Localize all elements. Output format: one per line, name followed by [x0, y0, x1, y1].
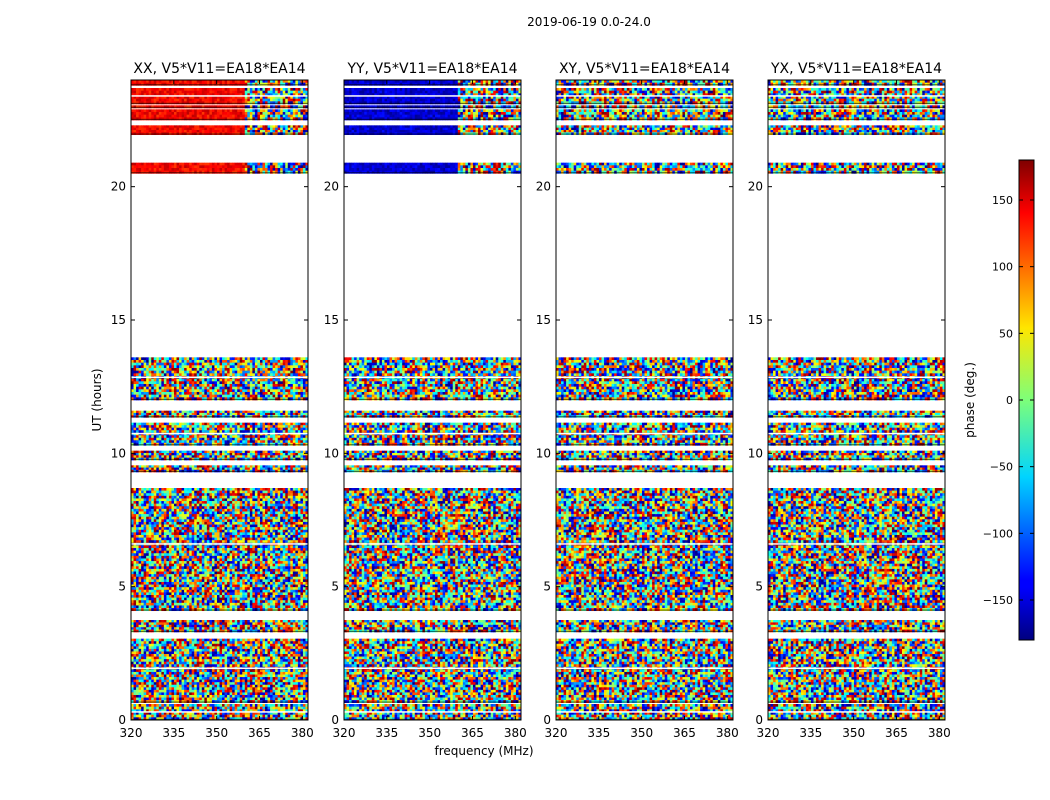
- panels-group: XX, V5*V11=EA18*EA14 320 335 350 365 380 0 5 10 1…: [111, 61, 951, 740]
- colorbar-tick-label: 100: [992, 261, 1013, 274]
- x-tick-label: 365: [461, 726, 484, 740]
- colorbar-label: phase (deg.): [963, 362, 977, 438]
- panel-title-xx: XX, V5*V11=EA18*EA14: [133, 61, 305, 77]
- y-tick-label: 15: [536, 313, 551, 327]
- y-tick-label: 10: [111, 446, 126, 460]
- y-axis-label: UT (hours): [90, 368, 104, 431]
- x-tick-label: 365: [248, 726, 271, 740]
- panel-title-yx: YX, V5*V11=EA18*EA14: [770, 61, 942, 77]
- panel-xy: XY, V5*V11=EA18*EA14 320 335 350 365 380 0 5 10 1…: [536, 61, 739, 740]
- y-tick-label: 10: [748, 446, 763, 460]
- colorbar-ticks: 150 100 50 0 −50 −100 −150: [983, 194, 1034, 607]
- x-tick-label: 380: [716, 726, 739, 740]
- x-axis-label: frequency (MHz): [434, 744, 533, 758]
- y-tick-label: 0: [118, 713, 126, 727]
- panel-title-xy: XY, V5*V11=EA18*EA14: [559, 61, 730, 77]
- x-tick-label: 380: [504, 726, 527, 740]
- colorbar-tick-label: 150: [992, 194, 1013, 207]
- y-tick-label: 5: [118, 580, 126, 594]
- x-tick-label: 380: [928, 726, 951, 740]
- y-tick-label: 5: [543, 580, 551, 594]
- phase-image: [768, 80, 945, 720]
- x-tick-label: 350: [205, 726, 228, 740]
- y-tick-label: 0: [755, 713, 763, 727]
- phase-image: [131, 80, 308, 720]
- y-tick-label: 0: [543, 713, 551, 727]
- y-tick-label: 5: [331, 580, 339, 594]
- y-tick-label: 5: [755, 580, 763, 594]
- x-tick-label: 335: [799, 726, 822, 740]
- figure-suptitle: 2019-06-19 0.0-24.0: [527, 15, 651, 29]
- colorbar-tick-label: −50: [990, 461, 1013, 474]
- x-tick-label: 350: [630, 726, 653, 740]
- y-tick-label: 15: [748, 313, 763, 327]
- y-tick-label: 10: [536, 446, 551, 460]
- x-tick-label: 320: [545, 726, 568, 740]
- colorbar-tick-label: 0: [1006, 394, 1013, 407]
- y-tick-label: 20: [111, 180, 126, 194]
- x-tick-label: 320: [333, 726, 356, 740]
- axes-frame: [555, 79, 734, 721]
- colorbar-tick-label: −100: [983, 527, 1013, 540]
- y-tick-label: 15: [111, 313, 126, 327]
- panel-yy: YY, V5*V11=EA18*EA14 320 335 350 365 380 0 5 10 1…: [324, 61, 527, 740]
- panel-xx: XX, V5*V11=EA18*EA14 320 335 350 365 380 0 5 10 1…: [111, 61, 314, 740]
- axes-frame: [130, 79, 309, 721]
- axes-frame: [343, 79, 522, 721]
- x-tick-label: 335: [375, 726, 398, 740]
- y-tick-label: 0: [331, 713, 339, 727]
- x-tick-label: 320: [120, 726, 143, 740]
- colorbar-tick-label: 50: [999, 327, 1013, 340]
- x-tick-label: 380: [291, 726, 314, 740]
- x-tick-label: 350: [418, 726, 441, 740]
- y-tick-label: 20: [324, 180, 339, 194]
- y-tick-label: 10: [324, 446, 339, 460]
- colorbar: phase (deg.) 150 100 50 0 −50 −100 −150: [963, 159, 1035, 641]
- y-tick-label: 20: [536, 180, 551, 194]
- x-tick-label: 320: [757, 726, 780, 740]
- x-tick-label: 365: [885, 726, 908, 740]
- phase-image: [344, 80, 521, 720]
- x-tick-label: 365: [673, 726, 696, 740]
- phase-image: [556, 80, 733, 720]
- colorbar-tick-label: −150: [983, 594, 1013, 607]
- y-tick-label: 20: [748, 180, 763, 194]
- x-tick-label: 350: [842, 726, 865, 740]
- panel-title-yy: YY, V5*V11=EA18*EA14: [346, 61, 517, 77]
- y-tick-label: 15: [324, 313, 339, 327]
- x-tick-label: 335: [162, 726, 185, 740]
- panel-yx: YX, V5*V11=EA18*EA14 320 335 350 365 380 0 5 10 1…: [748, 61, 951, 740]
- axes-frame: [767, 79, 946, 721]
- x-tick-label: 335: [587, 726, 610, 740]
